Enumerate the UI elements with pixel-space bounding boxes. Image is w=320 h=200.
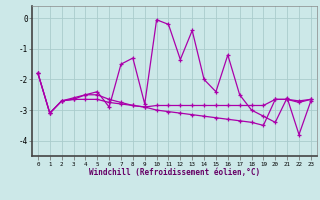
X-axis label: Windchill (Refroidissement éolien,°C): Windchill (Refroidissement éolien,°C)	[89, 168, 260, 177]
